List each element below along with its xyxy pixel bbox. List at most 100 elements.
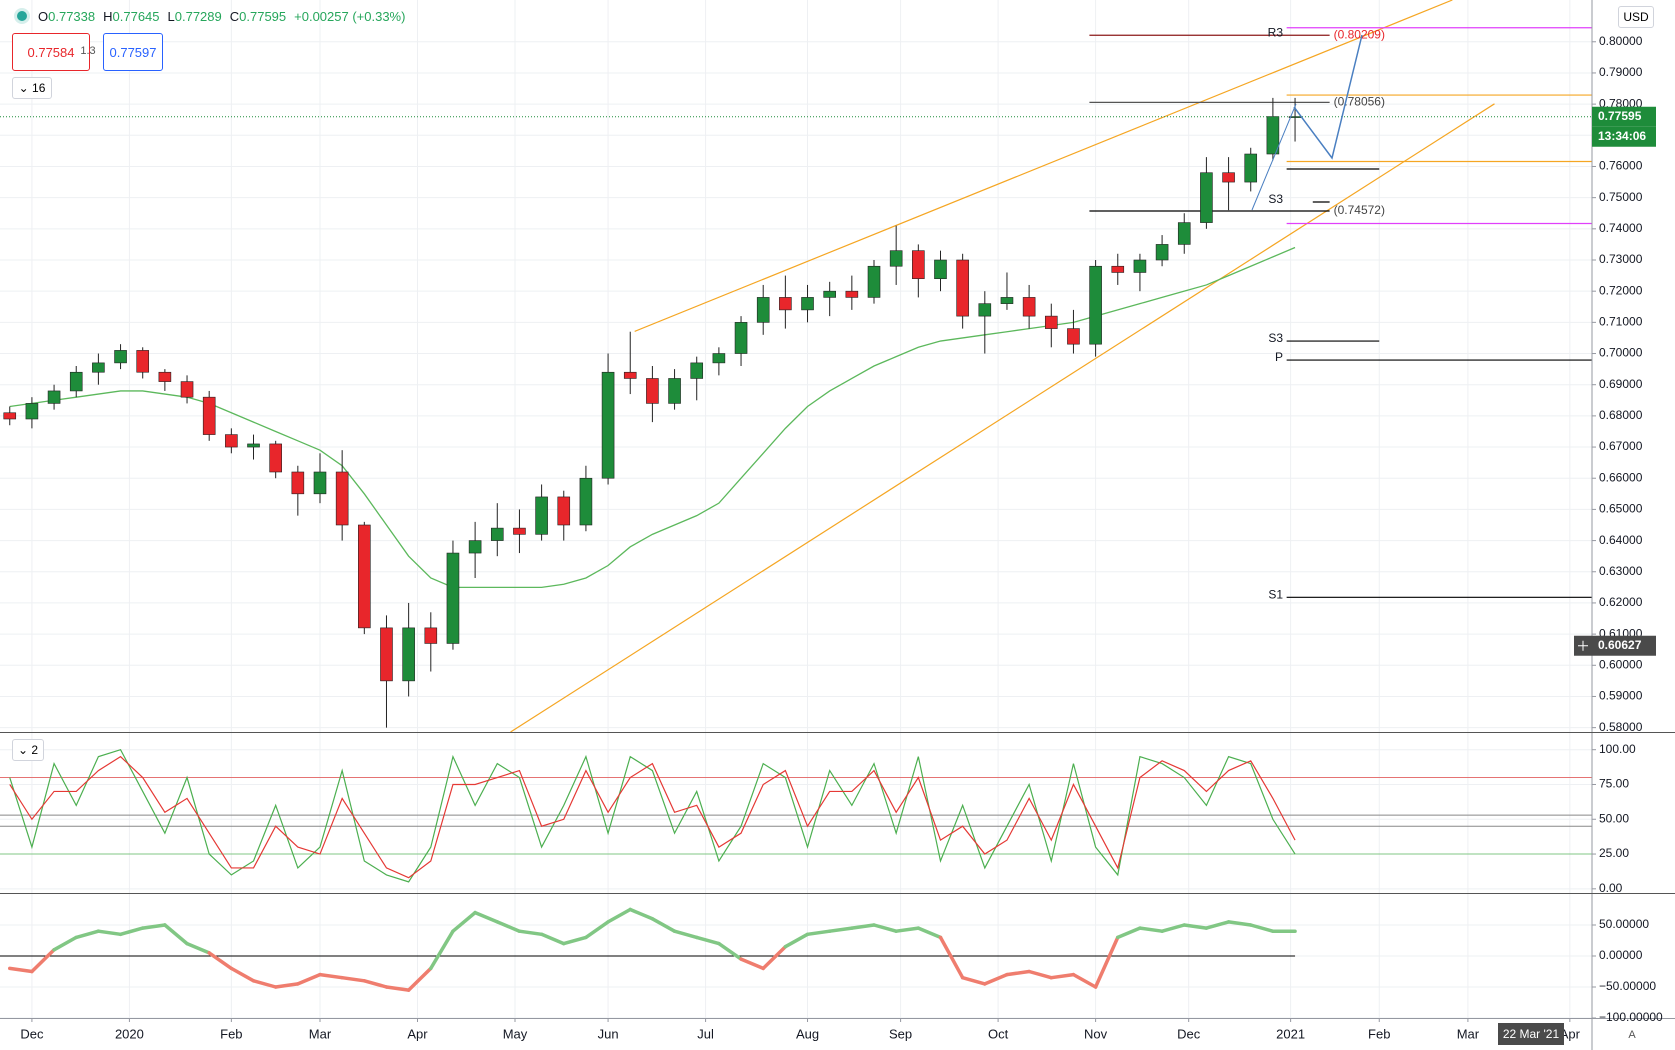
osc-segment xyxy=(451,910,477,933)
candle-body xyxy=(1222,172,1235,183)
osc-segment xyxy=(584,920,610,940)
spread: 1.3 xyxy=(80,45,96,57)
candle-body xyxy=(380,627,393,682)
auto-scale-button[interactable]: A xyxy=(1622,1025,1642,1045)
ohlc-label: O xyxy=(38,8,49,24)
y-tick-label: 0.64000 xyxy=(1599,533,1643,547)
x-tick-label: Apr xyxy=(1560,1026,1581,1041)
osc-segment xyxy=(251,979,278,989)
osc-segment xyxy=(539,932,566,946)
osc-segment xyxy=(805,929,832,937)
osc-segment xyxy=(850,923,876,930)
stoch-line xyxy=(9,755,1296,879)
candle-body xyxy=(1022,297,1036,317)
y-tick-label: 0.58000 xyxy=(1599,720,1643,734)
x-tick-label: Jun xyxy=(598,1026,619,1041)
y-tick-label: 0.75000 xyxy=(1599,190,1643,204)
osc-segment xyxy=(562,935,588,946)
osc-segment xyxy=(916,926,943,940)
osc-segment xyxy=(473,910,500,924)
candle-body xyxy=(867,265,881,298)
candle-body xyxy=(601,371,615,479)
candle-body xyxy=(92,362,105,373)
legend-bar: O0.77338 H0.77645 L0.77289 C0.77595 +0.0… xyxy=(14,8,405,24)
osc-segment xyxy=(1226,920,1253,927)
candle-body xyxy=(1177,222,1191,245)
x-tick-label: Dec xyxy=(20,1026,44,1041)
osc-segment xyxy=(429,929,455,971)
y-tick-label: 0.63000 xyxy=(1599,564,1643,578)
candle-body xyxy=(25,403,39,420)
level-label: S1 xyxy=(1268,587,1283,601)
y-tick-label: 0.72000 xyxy=(1599,283,1643,297)
candle-body xyxy=(446,552,460,644)
ohlc: H0.77645 xyxy=(103,9,159,24)
ohlc: L0.77289 xyxy=(168,9,222,24)
osc-segment xyxy=(894,926,921,933)
candle-body xyxy=(313,471,327,495)
level-value-label: (0.74572) xyxy=(1334,203,1385,217)
candle-body xyxy=(114,350,127,364)
ohlc-value: 0.77289 xyxy=(174,8,222,24)
osc-segment xyxy=(1049,972,1076,980)
x-tick-label: 2020 xyxy=(115,1026,144,1041)
osc-segment xyxy=(1204,920,1231,930)
y-tick-label: 0.70000 xyxy=(1599,346,1643,360)
y-tick-label: 50.00000 xyxy=(1599,917,1649,931)
y-tick-label: −50.00000 xyxy=(1599,979,1656,993)
candle-body xyxy=(291,471,305,495)
currency-button[interactable]: USD xyxy=(1618,6,1654,28)
candle-body xyxy=(225,434,238,448)
candle-body xyxy=(823,290,836,298)
candle-body xyxy=(269,443,282,473)
osc-segment xyxy=(296,972,322,986)
candle-body xyxy=(247,443,260,448)
sell-button[interactable]: 0.77584 xyxy=(12,33,90,71)
candle-body xyxy=(136,350,150,373)
candle-body xyxy=(158,371,172,382)
candle-body xyxy=(424,627,438,644)
x-tick-label: Dec xyxy=(1177,1026,1201,1041)
ohlc-label: C xyxy=(229,8,240,24)
osc-segment xyxy=(30,948,56,974)
y-tick-label: 100.00 xyxy=(1599,742,1636,756)
candle-body xyxy=(180,381,194,398)
countdown-box xyxy=(1592,126,1656,147)
candle-body xyxy=(468,540,482,554)
osc-segment xyxy=(983,972,1009,986)
x-tick-label: Sep xyxy=(889,1026,912,1041)
y-tick-label: 0.68000 xyxy=(1599,408,1643,422)
osc-segment xyxy=(517,929,544,937)
candle-body xyxy=(47,390,61,404)
osc-segment xyxy=(495,920,522,933)
y-tick-label: 0.62000 xyxy=(1599,595,1643,609)
osc-segment xyxy=(650,917,677,933)
y-tick-label: 0.66000 xyxy=(1599,470,1643,484)
pane-legend[interactable]: ⌄ 2 xyxy=(12,739,44,761)
pane-label: 2 xyxy=(31,743,39,757)
crosshair-icon xyxy=(1578,640,1588,651)
x-tick-label: 2021 xyxy=(1276,1026,1305,1041)
osc-segment xyxy=(1248,923,1275,933)
level-label: R3 xyxy=(1268,25,1284,39)
level-label: P xyxy=(1275,350,1283,364)
pane-legend[interactable]: ⌄ 16 xyxy=(12,77,52,99)
main-pane: R3 (0.80209) (0.78056) (0.74572) S3 S3 P S1 xyxy=(0,0,1592,732)
x-tick-label: Nov xyxy=(1084,1026,1108,1041)
candle-body xyxy=(535,496,548,535)
x-tick-label: Feb xyxy=(220,1026,242,1041)
osc-segment xyxy=(872,923,898,933)
y-tick-label: 0.59000 xyxy=(1599,689,1643,703)
osc-segment xyxy=(1093,935,1120,989)
buy-button[interactable]: 0.77597 xyxy=(103,33,163,71)
osc-segment xyxy=(163,923,189,946)
osc-segment xyxy=(827,926,854,933)
y-tick-label: 0.00000 xyxy=(1599,948,1643,962)
ohlc-value: 0.77338 xyxy=(48,8,96,24)
candle-body xyxy=(513,527,526,535)
osc-segment xyxy=(318,972,344,980)
level-value-label: (0.80209) xyxy=(1334,27,1385,41)
candle-body xyxy=(956,259,969,317)
ohlc: C0.77595 xyxy=(230,9,286,24)
